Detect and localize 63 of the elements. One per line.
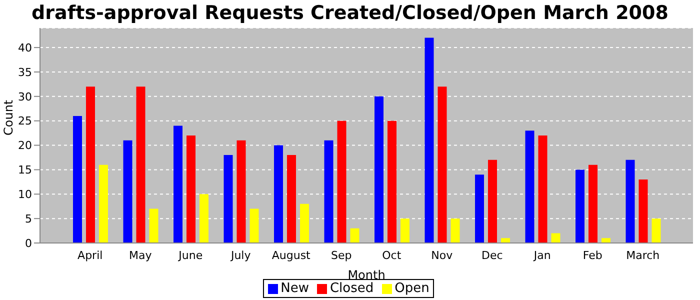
bar [186,136,196,243]
x-tick-label: Dec [481,248,503,262]
bar [538,136,548,243]
x-tick-label: Feb [582,248,602,262]
bar [588,164,598,243]
bar [300,204,309,243]
x-tick-label: Jan [532,248,551,262]
bar [174,126,182,243]
x-tick-label: Sep [331,248,352,262]
bar [475,174,484,243]
bar [488,160,497,243]
x-tick-label: April [78,248,103,262]
legend-label: Open [394,281,430,296]
bar [136,86,146,243]
bar [200,194,208,243]
y-tick-label: 40 [18,41,32,54]
y-tick-label: 30 [18,90,32,104]
y-tick-label: 15 [18,164,32,177]
x-tick-label: July [230,248,252,262]
y-tick-label: 5 [25,212,32,226]
bar [638,179,648,243]
y-tick-label: 35 [18,66,32,79]
bar [274,145,283,243]
bar [224,155,233,243]
y-tick-label: 0 [25,236,32,250]
bar [123,140,132,243]
bar [551,233,560,243]
y-tick-label: 10 [18,188,32,202]
legend-label: Closed [328,281,374,296]
bar [236,140,246,243]
bar [99,164,108,243]
x-tick-label: March [626,248,660,262]
x-tick-label: May [129,248,152,262]
y-tick-label: 20 [18,139,32,152]
x-tick-label: Nov [431,248,454,262]
chart-title: drafts-approval Requests Created/Closed/Open March 2008 [30,1,670,26]
bar [424,38,434,243]
x-tick-label: August [272,248,312,262]
bar [576,170,584,243]
x-tick-label: Oct [382,248,402,262]
bar [324,140,334,243]
legend-label: New [280,281,309,296]
bar [350,228,360,243]
bar [149,208,158,243]
bar [438,86,447,243]
bar [626,160,635,243]
bar [501,238,510,243]
bar [374,96,384,243]
bar [525,130,534,243]
y-tick-label: 25 [18,114,32,128]
x-axis-title: Month [348,268,386,282]
x-tick-label: June [178,248,203,262]
bar [602,238,610,243]
bar [450,218,460,243]
bar [86,86,95,243]
bar [337,120,346,243]
bar [287,155,296,243]
bar [73,116,82,243]
bar [388,120,396,243]
bar [652,218,661,243]
y-axis-title: Count [1,100,16,136]
bar [250,208,259,243]
bar [400,218,410,243]
